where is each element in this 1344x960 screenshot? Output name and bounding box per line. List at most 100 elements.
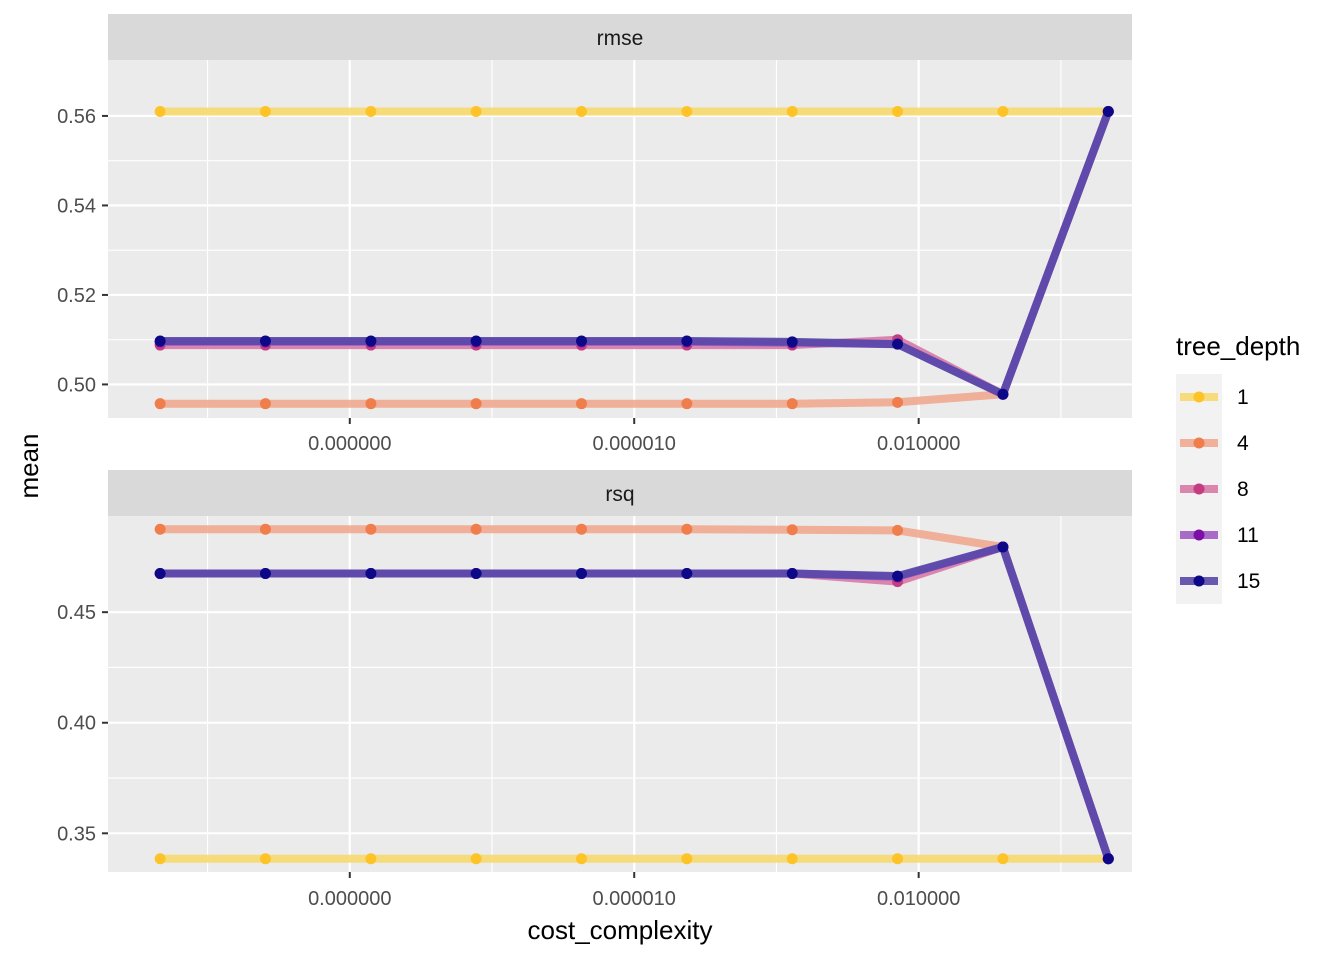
data-point	[997, 853, 1009, 865]
data-point	[576, 523, 588, 535]
y-tick-label: 0.54	[57, 195, 96, 217]
data-point	[154, 567, 166, 579]
data-point	[576, 105, 588, 117]
data-point	[892, 853, 904, 865]
data-point	[681, 335, 693, 347]
data-point	[154, 398, 166, 410]
data-point	[997, 541, 1009, 553]
legend-key-point	[1193, 483, 1205, 495]
data-point	[681, 398, 693, 410]
x-tick-label: 0.000010	[593, 888, 676, 910]
facet-panels: rmse 0.50 0.52 0.54 0.56 0.000000 0.000010 0.01…	[57, 14, 1132, 910]
data-point	[470, 335, 482, 347]
legend-item-1: 1	[1180, 386, 1249, 409]
legend-label: 4	[1237, 432, 1249, 455]
y-tick-label: 0.45	[57, 602, 96, 624]
y-axis-title: mean	[14, 433, 44, 498]
data-point	[470, 567, 482, 579]
data-point	[576, 853, 588, 865]
data-point	[154, 523, 166, 535]
x-tick-label: 0.000000	[308, 433, 391, 455]
data-point	[470, 105, 482, 117]
legend-item-15: 15	[1180, 570, 1260, 593]
data-point	[259, 335, 271, 347]
data-point	[576, 567, 588, 579]
legend-label: 1	[1237, 386, 1249, 409]
legend-label: 11	[1237, 524, 1259, 547]
panel-background	[108, 60, 1132, 418]
data-point	[470, 523, 482, 535]
data-point	[154, 335, 166, 347]
data-point	[470, 398, 482, 410]
panel-rsq: rsq 0.35 0.40 0.45 0.000000 0.000010 0.010000	[57, 470, 1132, 910]
data-point	[892, 396, 904, 408]
data-point	[259, 398, 271, 410]
series-line-4	[160, 110, 1113, 408]
data-point	[786, 398, 798, 410]
data-point	[365, 105, 377, 117]
panel-background	[108, 516, 1132, 872]
y-tick-label: 0.35	[57, 823, 96, 845]
legend-item-4: 4	[1180, 432, 1249, 455]
series-line-4	[160, 525, 1113, 860]
data-point	[786, 567, 798, 579]
series-15	[154, 105, 1114, 400]
legend: tree_depth 1 4 8 11 15	[1176, 331, 1300, 604]
data-point	[1102, 105, 1114, 117]
data-point	[259, 853, 271, 865]
data-point	[154, 105, 166, 117]
strip-label: rsq	[605, 483, 634, 506]
series-1	[154, 105, 1114, 117]
legend-item-8: 8	[1180, 478, 1249, 501]
x-tick-label: 0.010000	[877, 888, 960, 910]
data-point	[1102, 853, 1114, 865]
data-point	[365, 853, 377, 865]
data-point	[365, 398, 377, 410]
legend-key-point	[1193, 575, 1205, 587]
data-point	[892, 338, 904, 350]
legend-title: tree_depth	[1176, 331, 1300, 361]
data-point	[786, 105, 798, 117]
data-point	[892, 524, 904, 536]
panel-rmse: rmse 0.50 0.52 0.54 0.56 0.000000 0.000010 0.01…	[57, 14, 1132, 455]
data-point	[154, 853, 166, 865]
data-point	[892, 105, 904, 117]
data-point	[997, 105, 1009, 117]
data-point	[259, 567, 271, 579]
legend-label: 8	[1237, 478, 1249, 501]
x-tick-label: 0.000000	[308, 888, 391, 910]
legend-item-11: 11	[1180, 524, 1259, 547]
legend-key-point	[1193, 529, 1205, 541]
y-tick-label: 0.50	[57, 374, 96, 396]
strip-rsq	[108, 470, 1132, 516]
strip-label: rmse	[597, 27, 644, 50]
data-point	[786, 524, 798, 536]
x-tick-label: 0.010000	[877, 433, 960, 455]
data-point	[786, 853, 798, 865]
data-point	[681, 523, 693, 535]
legend-label: 15	[1237, 570, 1260, 593]
data-point	[681, 105, 693, 117]
x-tick-label: 0.000010	[593, 433, 676, 455]
data-point	[997, 388, 1009, 400]
data-point	[259, 523, 271, 535]
legend-key-point	[1193, 391, 1205, 403]
data-point	[259, 105, 271, 117]
y-tick-label: 0.40	[57, 713, 96, 735]
data-point	[576, 335, 588, 347]
data-point	[576, 398, 588, 410]
series-15	[154, 541, 1114, 865]
data-point	[365, 335, 377, 347]
y-tick-label: 0.52	[57, 285, 96, 307]
series-line-15	[160, 543, 1113, 860]
y-tick-label: 0.56	[57, 106, 96, 128]
data-point	[892, 570, 904, 582]
x-axis-title: cost_complexity	[528, 915, 713, 945]
legend-key-point	[1193, 437, 1205, 449]
data-point	[681, 853, 693, 865]
series-1	[154, 853, 1114, 865]
data-point	[365, 523, 377, 535]
data-point	[365, 567, 377, 579]
data-point	[681, 567, 693, 579]
